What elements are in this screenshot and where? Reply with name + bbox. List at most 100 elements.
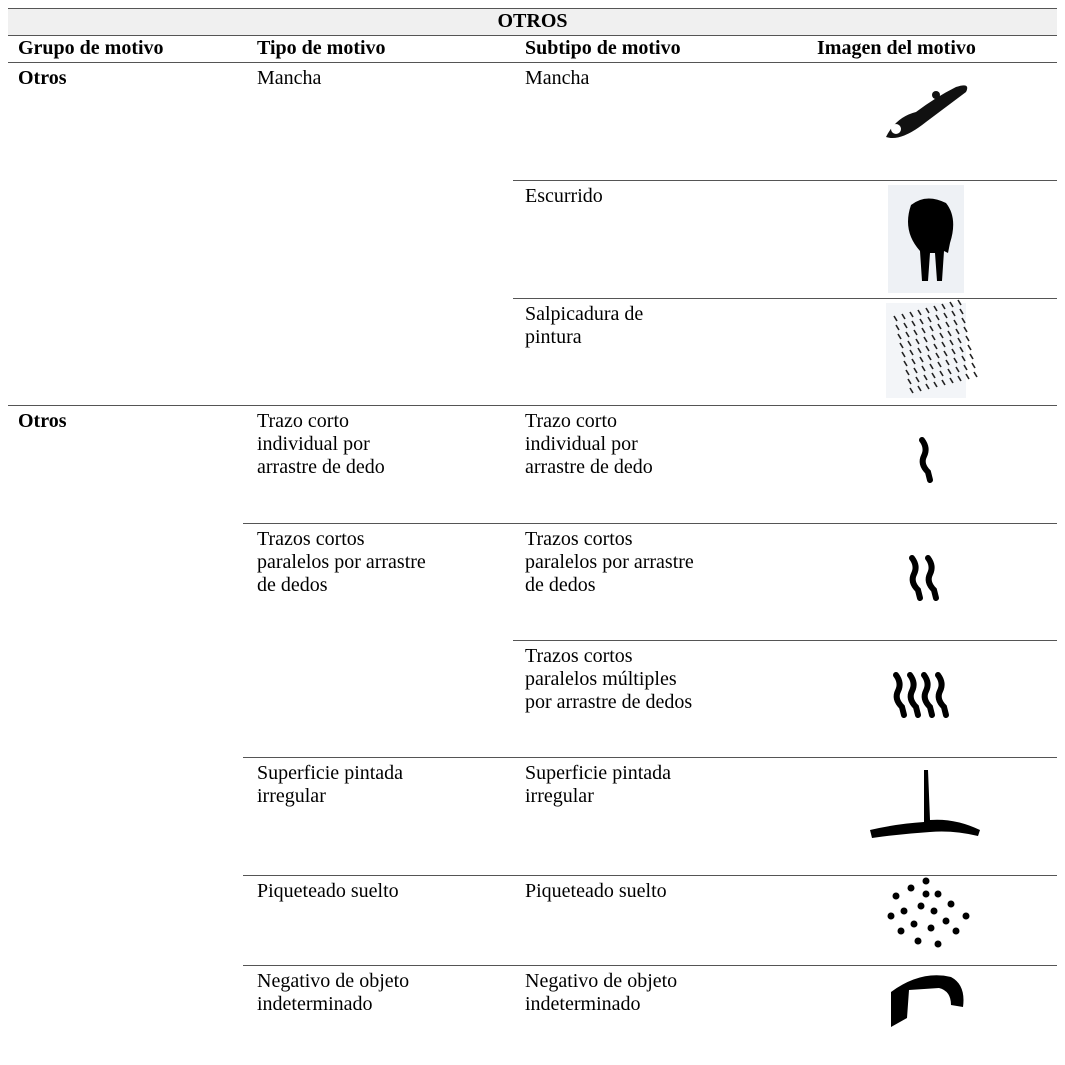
- motif-shape: [915, 338, 920, 344]
- motif-shape: [941, 379, 946, 385]
- type-cell: Piqueteado suelto: [257, 880, 399, 902]
- header: Imagen del motivo: [817, 37, 976, 59]
- rule: [513, 640, 1057, 641]
- motif-shape: [943, 350, 948, 356]
- motif-shape: [962, 912, 970, 920]
- motif-shape: [927, 924, 935, 932]
- motif-shape: [957, 337, 962, 343]
- motif-shape: [892, 892, 900, 900]
- rule: [8, 35, 1057, 36]
- motif-shape: [907, 378, 912, 384]
- motif-shape: [941, 341, 946, 347]
- motif-shape: [913, 367, 918, 373]
- motif-shape: [911, 358, 916, 364]
- motif-shape: [953, 357, 958, 363]
- motif-shape: [935, 352, 940, 358]
- motif-shape: [965, 373, 970, 379]
- motif-image: [866, 866, 986, 974]
- motif-shape: [971, 362, 976, 368]
- motif-shape: [961, 355, 966, 361]
- motif-shape: [908, 198, 954, 281]
- motif-shape: [927, 316, 932, 322]
- motif-shape: [957, 375, 962, 381]
- motif-image: [866, 185, 986, 293]
- motif-shape: [941, 303, 946, 309]
- motif-shape: [895, 324, 900, 330]
- motif-shape: [935, 671, 949, 718]
- motif-shape: [910, 920, 918, 928]
- motif-icon: [909, 554, 939, 601]
- motif-shape: [917, 902, 925, 910]
- motif-shape: [949, 377, 954, 383]
- motif-shape: [921, 671, 935, 718]
- motif-shape: [937, 361, 942, 367]
- motif-shape: [897, 333, 902, 339]
- motif-shape: [932, 91, 940, 99]
- motif-shape: [903, 322, 908, 328]
- subtype-cell: Piqueteado suelto: [525, 880, 667, 902]
- motif-shape: [913, 329, 918, 335]
- motif-shape: [945, 359, 950, 365]
- motif-shape: [947, 330, 952, 336]
- motif-shape: [917, 385, 922, 391]
- motif-icon: [886, 85, 968, 138]
- motif-shape: [965, 335, 970, 341]
- motif-shape: [963, 364, 968, 370]
- rule: [513, 180, 1057, 181]
- type-cell: Mancha: [257, 67, 322, 89]
- rule: [243, 523, 1057, 524]
- motif-shape: [947, 368, 952, 374]
- header: Tipo de motivo: [257, 37, 386, 59]
- motif-shape: [922, 877, 930, 885]
- motif-image: [866, 410, 986, 518]
- motif-shape: [973, 371, 978, 377]
- motif-shape: [903, 360, 908, 366]
- motif-image: [866, 645, 986, 753]
- rule: [243, 965, 1057, 966]
- subtype-cell: Escurrido: [525, 185, 603, 207]
- motif-shape: [893, 671, 907, 718]
- motif-shape: [934, 940, 942, 948]
- motif-shape: [909, 387, 914, 393]
- subtype-cell: Superficie pintada irregular: [525, 762, 672, 807]
- motif-shape: [927, 354, 932, 360]
- motif-shape: [969, 353, 974, 359]
- motif-image: [866, 67, 986, 175]
- motif-shape: [921, 365, 926, 371]
- motif-shape: [886, 302, 966, 398]
- motif-shape: [919, 318, 924, 324]
- motif-shape: [923, 374, 928, 380]
- motif-shape: [919, 437, 933, 483]
- motif-shape: [955, 366, 960, 372]
- motif-shape: [900, 907, 908, 915]
- motif-shape: [923, 336, 928, 342]
- motif-shape: [939, 370, 944, 376]
- motif-shape: [959, 308, 964, 314]
- motif-shape: [961, 317, 966, 323]
- motif-shape: [930, 907, 938, 915]
- motif-shape: [909, 311, 914, 317]
- motif-shape: [929, 325, 934, 331]
- motif-icon: [891, 974, 964, 1027]
- motif-shape: [922, 890, 930, 898]
- subtype-cell: Trazos cortos paralelos múltiples por ar…: [525, 645, 693, 713]
- subtype-cell: Mancha: [525, 67, 590, 89]
- motif-shape: [891, 124, 901, 134]
- motif-shape: [917, 309, 922, 315]
- motif-shape: [925, 383, 930, 389]
- motif-shape: [931, 372, 936, 378]
- subtype-cell: Negativo de objeto indeterminado: [525, 970, 678, 1015]
- motif-icon: [887, 877, 970, 948]
- motif-shape: [909, 349, 914, 355]
- type-cell: Negativo de objeto indeterminado: [257, 970, 410, 1015]
- type-cell: Trazo corto individual por arrastre de d…: [257, 410, 385, 478]
- motif-shape: [934, 890, 942, 898]
- subtype-cell: Trazos cortos paralelos por arrastre de …: [525, 528, 694, 596]
- motif-shape: [909, 554, 923, 601]
- motif-shape: [933, 381, 938, 387]
- motif-shape: [929, 363, 934, 369]
- title-band: [8, 9, 1057, 35]
- group-cell: Otros: [18, 410, 67, 432]
- motif-shape: [949, 339, 954, 345]
- motif-shape: [935, 314, 940, 320]
